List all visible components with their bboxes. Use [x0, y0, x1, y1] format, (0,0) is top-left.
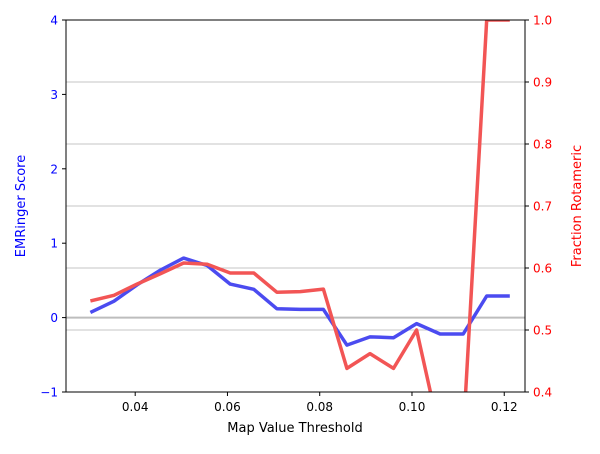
left-y-tick-label: 2	[50, 162, 58, 176]
x-tick-label: 0.10	[399, 400, 426, 414]
right-y-tick-label: 0.6	[533, 262, 552, 276]
right-y-tick-label: 0.5	[533, 324, 552, 338]
left-axis-label: EMRinger Score	[14, 155, 29, 257]
right-y-tick-label: 0.7	[533, 200, 552, 214]
grid	[66, 81, 525, 331]
left-y-tick-label: 1	[50, 237, 58, 251]
left-y-tick-label: 0	[50, 311, 58, 325]
x-tick-label: 0.08	[306, 400, 333, 414]
left-y-tick-label: 3	[50, 88, 58, 102]
x-axis-label: Map Value Threshold	[227, 421, 362, 436]
x-tick-label: 0.04	[122, 400, 149, 414]
x-tick-label: 0.12	[491, 400, 518, 414]
right-y-tick-label: 1.0	[533, 14, 552, 28]
right-y-tick-label: 0.8	[533, 138, 552, 152]
emringer-score-line	[89, 256, 510, 347]
series-layer	[89, 20, 510, 392]
fraction-rotameric-line	[89, 20, 510, 392]
left-y-tick-label: −1	[40, 386, 58, 400]
right-y-tick-label: 0.4	[533, 386, 552, 400]
axes: 0.04 0.06 0.08 0.10 0.12 −1 0 1 2 3 4 0.4 0.5 0.6 0.7 0…	[40, 14, 552, 415]
left-y-tick-label: 4	[50, 14, 58, 28]
right-y-tick-label: 0.9	[533, 76, 552, 90]
right-axis-label: Fraction Rotameric	[570, 145, 585, 267]
x-tick-label: 0.06	[214, 400, 241, 414]
